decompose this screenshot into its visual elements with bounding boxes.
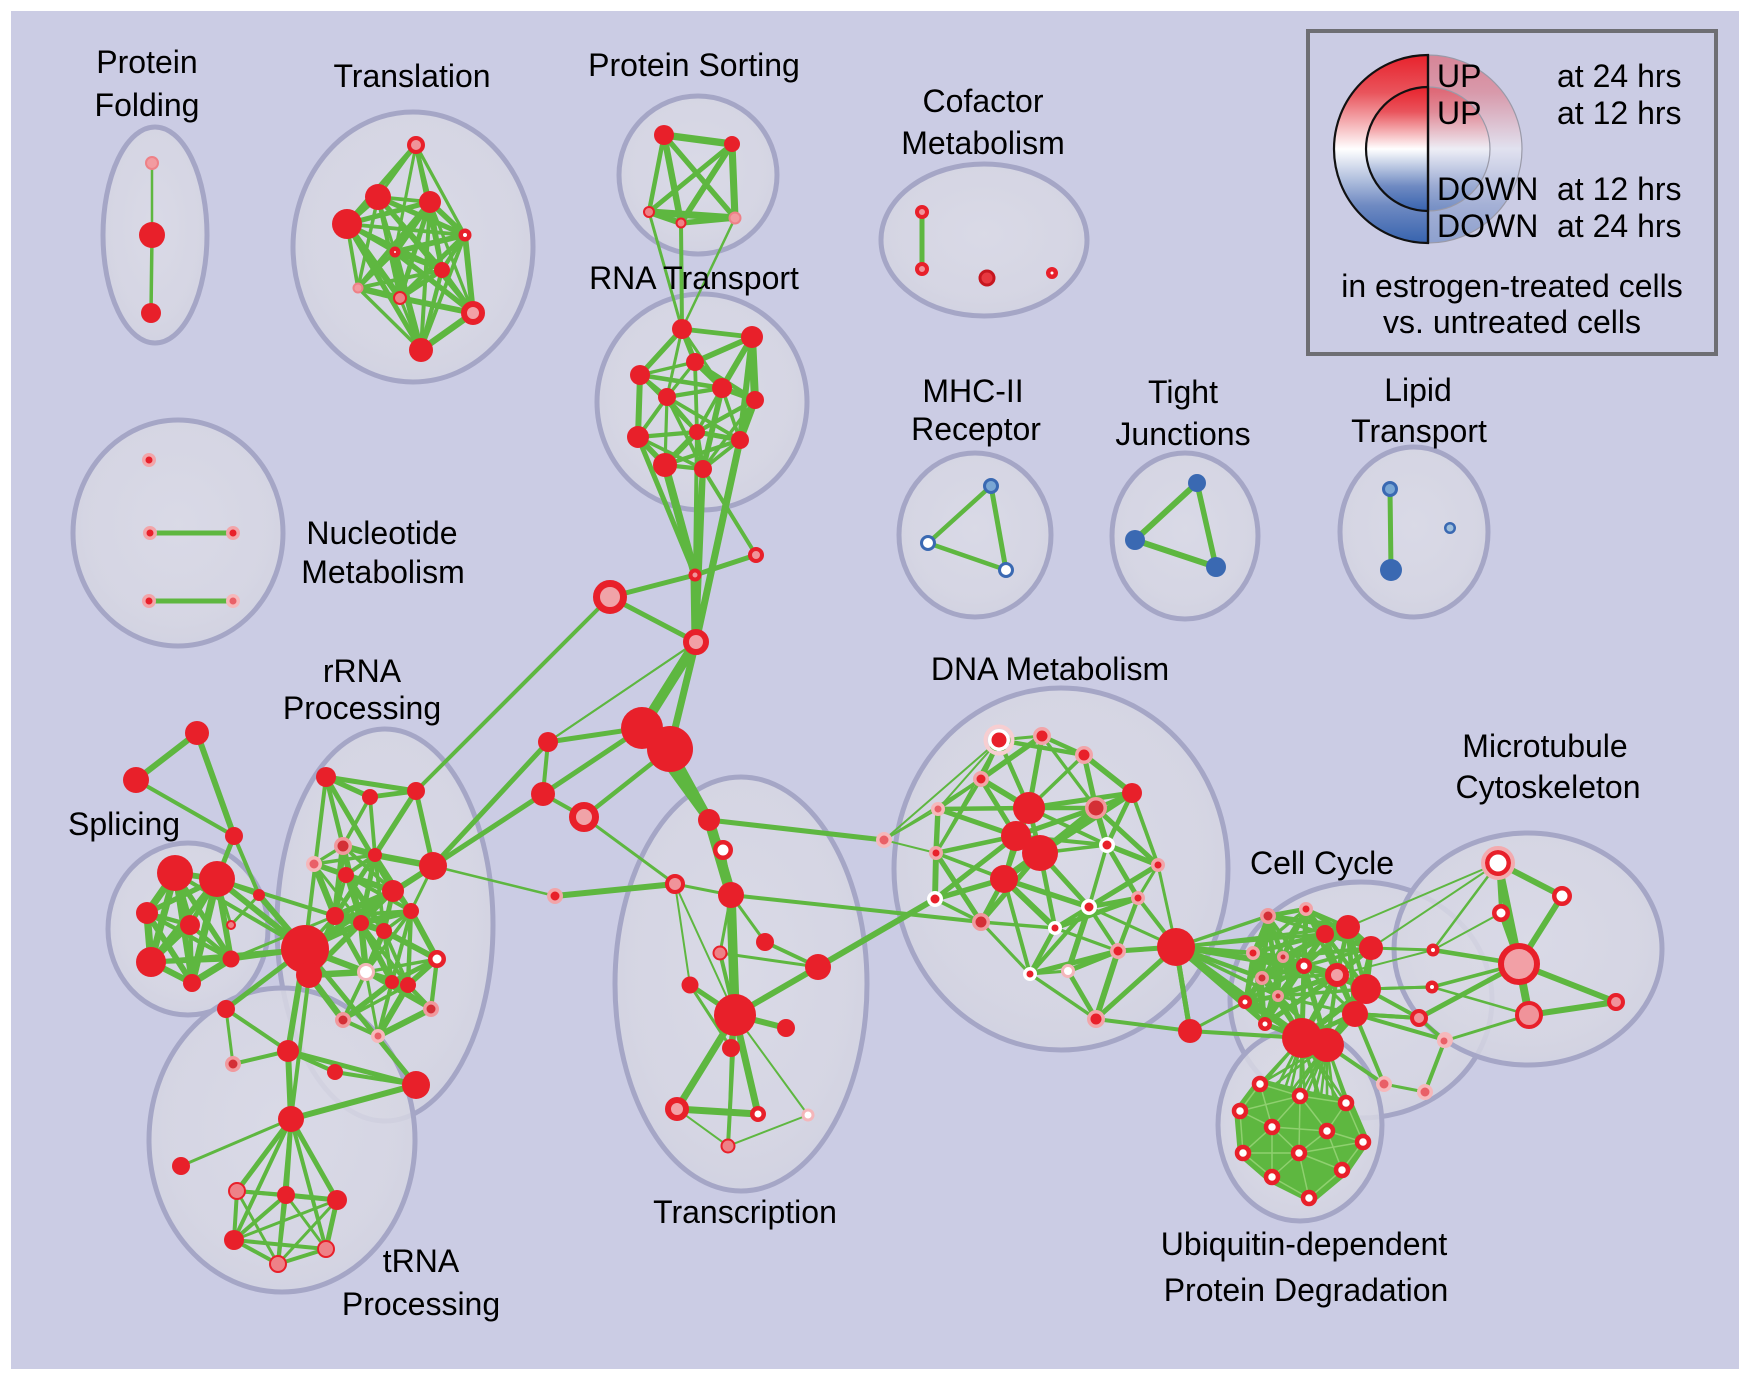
svg-text:Cofactor: Cofactor xyxy=(923,83,1044,119)
svg-text:at 24 hrs: at 24 hrs xyxy=(1557,208,1682,244)
svg-text:DOWN: DOWN xyxy=(1437,171,1538,207)
svg-text:at 24 hrs: at 24 hrs xyxy=(1557,58,1682,94)
svg-text:Ubiquitin-dependent: Ubiquitin-dependent xyxy=(1161,1226,1448,1262)
svg-text:vs. untreated cells: vs. untreated cells xyxy=(1383,304,1641,340)
svg-text:Processing: Processing xyxy=(283,690,441,726)
svg-text:Protein: Protein xyxy=(96,44,197,80)
svg-text:Folding: Folding xyxy=(95,87,200,123)
svg-text:Cell Cycle: Cell Cycle xyxy=(1250,845,1394,881)
svg-text:DNA Metabolism: DNA Metabolism xyxy=(931,651,1169,687)
svg-text:rRNA: rRNA xyxy=(323,653,402,689)
svg-text:Tight: Tight xyxy=(1148,374,1218,410)
svg-text:at 12 hrs: at 12 hrs xyxy=(1557,171,1682,207)
svg-text:UP: UP xyxy=(1437,95,1481,131)
svg-text:Receptor: Receptor xyxy=(911,411,1041,447)
svg-text:at 12 hrs: at 12 hrs xyxy=(1557,95,1682,131)
svg-text:Splicing: Splicing xyxy=(68,806,180,842)
svg-text:Transcription: Transcription xyxy=(653,1194,837,1230)
svg-text:Cytoskeleton: Cytoskeleton xyxy=(1456,769,1641,805)
svg-text:Nucleotide: Nucleotide xyxy=(306,515,457,551)
svg-text:Protein Degradation: Protein Degradation xyxy=(1164,1272,1449,1308)
svg-text:Protein Sorting: Protein Sorting xyxy=(588,47,800,83)
svg-text:Junctions: Junctions xyxy=(1115,416,1250,452)
svg-text:Translation: Translation xyxy=(333,58,490,94)
svg-text:in estrogen-treated cells: in estrogen-treated cells xyxy=(1341,268,1683,304)
svg-text:Processing: Processing xyxy=(342,1286,500,1322)
svg-text:tRNA: tRNA xyxy=(383,1243,460,1279)
svg-text:RNA Transport: RNA Transport xyxy=(589,260,799,296)
svg-text:MHC-II: MHC-II xyxy=(922,373,1023,409)
svg-text:Transport: Transport xyxy=(1351,413,1487,449)
svg-text:Metabolism: Metabolism xyxy=(901,125,1065,161)
svg-text:DOWN: DOWN xyxy=(1437,208,1538,244)
svg-text:Lipid: Lipid xyxy=(1384,372,1452,408)
svg-text:Microtubule: Microtubule xyxy=(1462,728,1627,764)
svg-text:UP: UP xyxy=(1437,58,1481,94)
svg-text:Metabolism: Metabolism xyxy=(301,554,465,590)
